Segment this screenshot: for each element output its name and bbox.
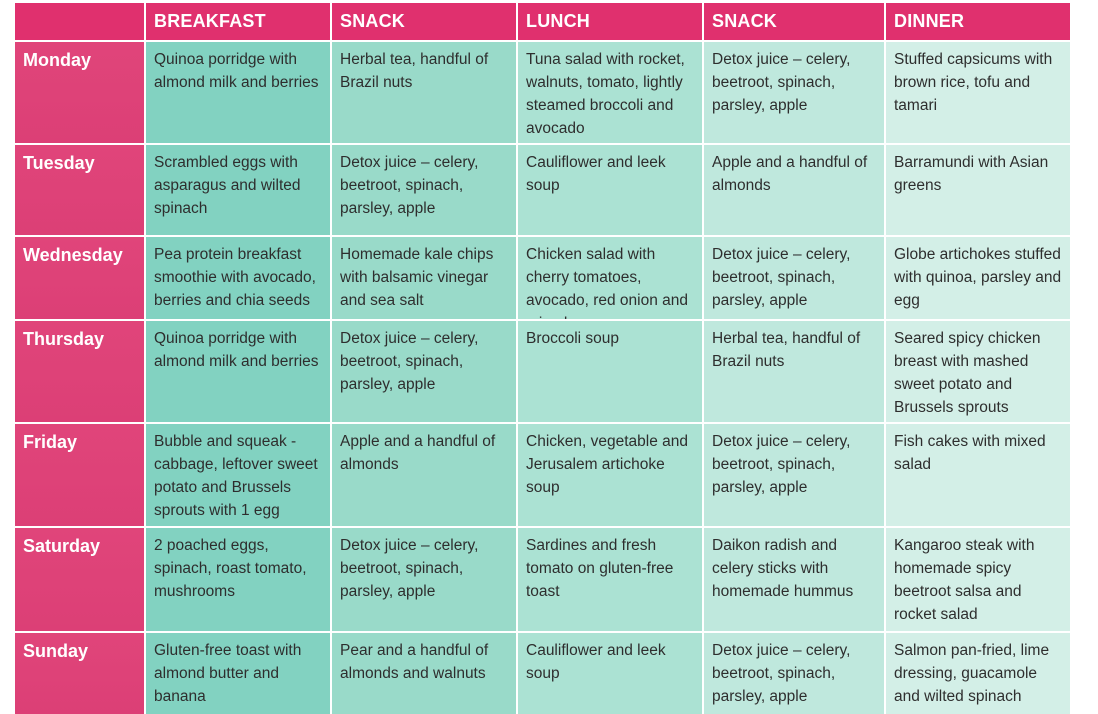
meal-cell: Herbal tea, handful of Brazil nuts [704, 321, 884, 422]
meal-plan-table: BREAKFAST SNACK LUNCH SNACK DINNER Monda… [15, 3, 1070, 714]
meal-cell: Cauliflower and leek soup [518, 633, 702, 714]
meal-cell: Cauliflower and leek soup [518, 145, 702, 235]
meal-cell: Detox juice – celery, beetroot, spinach,… [332, 528, 516, 631]
meal-cell: Detox juice – celery, beetroot, spinach,… [704, 237, 884, 319]
meal-cell: 2 poached eggs, spinach, roast tomato, m… [146, 528, 330, 631]
meal-cell: Detox juice – celery, beetroot, spinach,… [332, 321, 516, 422]
meal-cell: Salmon pan-fried, lime dressing, guacamo… [886, 633, 1070, 714]
meal-cell: Daikon radish and celery sticks with hom… [704, 528, 884, 631]
meal-cell: Herbal tea, handful of Brazil nuts [332, 42, 516, 143]
meal-cell: Chicken salad with cherry tomatoes, avoc… [518, 237, 702, 319]
header-snack-1: SNACK [332, 3, 516, 40]
meal-cell: Chicken, vegetable and Jerusalem articho… [518, 424, 702, 526]
meal-cell: Globe artichokes stuffed with quinoa, pa… [886, 237, 1070, 319]
meal-cell: Sardines and fresh tomato on gluten-free… [518, 528, 702, 631]
day-label: Monday [15, 42, 144, 143]
header-snack-2: SNACK [704, 3, 884, 40]
meal-cell: Broccoli soup [518, 321, 702, 422]
meal-cell: Detox juice – celery, beetroot, spinach,… [704, 42, 884, 143]
day-label: Wednesday [15, 237, 144, 319]
header-lunch: LUNCH [518, 3, 702, 40]
meal-cell: Scrambled eggs with asparagus and wilted… [146, 145, 330, 235]
meal-cell: Pea protein breakfast smoothie with avoc… [146, 237, 330, 319]
meal-cell: Seared spicy chicken breast with mashed … [886, 321, 1070, 422]
meal-cell: Kangaroo steak with homemade spicy beetr… [886, 528, 1070, 631]
day-label: Thursday [15, 321, 144, 422]
meal-cell: Tuna salad with rocket, walnuts, tomato,… [518, 42, 702, 143]
meal-cell: Quinoa porridge with almond milk and ber… [146, 321, 330, 422]
meal-cell: Apple and a handful of almonds [332, 424, 516, 526]
meal-cell: Detox juice – celery, beetroot, spinach,… [704, 633, 884, 714]
day-label: Sunday [15, 633, 144, 714]
day-label: Friday [15, 424, 144, 526]
day-label: Tuesday [15, 145, 144, 235]
meal-cell: Stuffed capsicums with brown rice, tofu … [886, 42, 1070, 143]
meal-cell: Detox juice – celery, beetroot, spinach,… [704, 424, 884, 526]
meal-cell: Fish cakes with mixed salad [886, 424, 1070, 526]
meal-cell: Barramundi with Asian greens [886, 145, 1070, 235]
header-dinner: DINNER [886, 3, 1070, 40]
meal-cell: Quinoa porridge with almond milk and ber… [146, 42, 330, 143]
meal-cell: Homemade kale chips with balsamic vinega… [332, 237, 516, 319]
header-corner [15, 3, 144, 40]
day-label: Saturday [15, 528, 144, 631]
meal-cell: Gluten-free toast with almond butter and… [146, 633, 330, 714]
meal-cell: Pear and a handful of almonds and walnut… [332, 633, 516, 714]
header-breakfast: BREAKFAST [146, 3, 330, 40]
meal-cell: Bubble and squeak - cabbage, leftover sw… [146, 424, 330, 526]
meal-cell: Apple and a handful of almonds [704, 145, 884, 235]
meal-cell: Detox juice – celery, beetroot, spinach,… [332, 145, 516, 235]
